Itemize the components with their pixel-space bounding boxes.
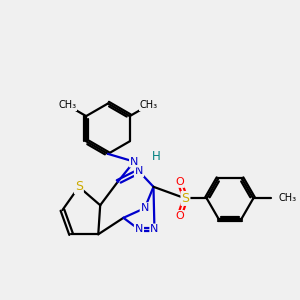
Text: N: N <box>135 166 143 176</box>
Text: O: O <box>175 177 184 187</box>
Text: N: N <box>130 157 138 166</box>
Text: S: S <box>182 192 190 205</box>
Text: CH₃: CH₃ <box>58 100 76 110</box>
Text: CH₃: CH₃ <box>140 100 158 110</box>
Text: H: H <box>152 150 160 163</box>
Text: S: S <box>75 180 83 193</box>
Text: O: O <box>175 211 184 221</box>
Text: N: N <box>135 224 143 234</box>
Text: N: N <box>150 224 159 234</box>
Text: CH₃: CH₃ <box>278 194 297 203</box>
Text: N: N <box>141 203 149 213</box>
